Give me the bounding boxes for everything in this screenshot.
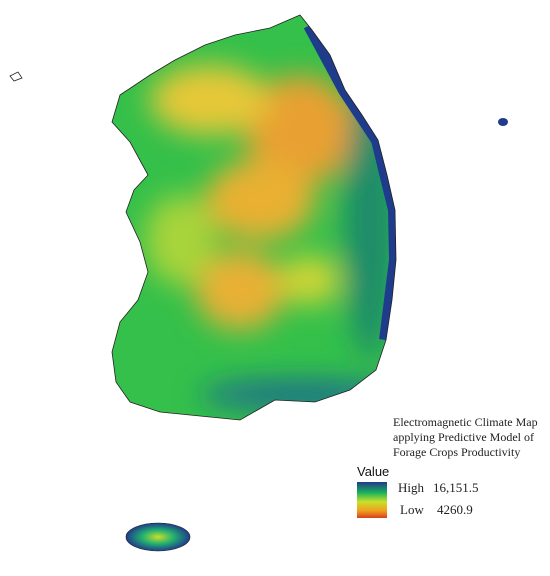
title-line: Forage Crops Productivity <box>393 445 520 459</box>
title-line: applying Predictive Model of <box>393 430 534 444</box>
ulleung-island <box>498 118 508 126</box>
legend-low-value: 4260.9 <box>437 502 473 517</box>
islet <box>9 71 23 82</box>
jeju-island <box>125 522 191 552</box>
peninsula <box>112 15 396 420</box>
outline <box>111 14 397 421</box>
legend-high-value: 16,151.5 <box>433 480 479 495</box>
title-line: Electromagnetic Climate Map <box>393 415 538 429</box>
legend-high-label: High <box>398 480 425 495</box>
legend-ramp <box>357 482 387 518</box>
legend-title: Value <box>357 464 389 479</box>
legend-low-label: Low <box>400 502 424 517</box>
